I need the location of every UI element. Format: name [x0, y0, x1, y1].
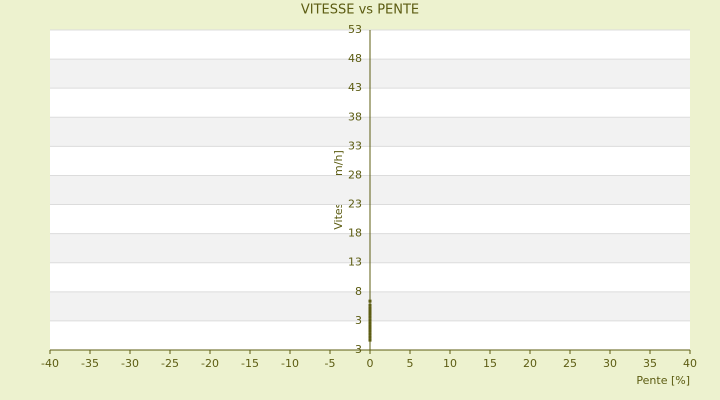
point [368, 303, 372, 307]
point [368, 326, 372, 330]
x-tick-label: -25 [161, 357, 179, 370]
x-tick-label: 35 [643, 357, 657, 370]
point [368, 332, 372, 336]
y-tick-label: 23 [348, 198, 362, 211]
x-tick-label: -20 [201, 357, 219, 370]
point [368, 315, 372, 319]
y-tick-label: 38 [348, 110, 362, 123]
point [368, 318, 372, 322]
y-tick-label: 13 [348, 256, 362, 269]
y-tick-label: 8 [355, 285, 362, 298]
x-tick-label: 15 [483, 357, 497, 370]
y-tick-label: 28 [348, 168, 362, 181]
point [368, 309, 372, 313]
point [368, 299, 372, 303]
x-tick-label: -10 [281, 357, 299, 370]
point [368, 329, 372, 333]
y-tick-label: 33 [348, 139, 362, 152]
point [368, 321, 372, 325]
point [368, 306, 372, 310]
chart-title: VITESSE vs PENTE [301, 3, 419, 18]
x-tick-label: 30 [603, 357, 617, 370]
x-tick-label: -35 [81, 357, 99, 370]
y-tick-label: 18 [348, 227, 362, 240]
point [368, 338, 372, 342]
y-tick-label: 53 [348, 23, 362, 36]
x-tick-label: 0 [367, 357, 374, 370]
y-tick-label: 3 [355, 314, 362, 327]
x-tick-label: -30 [121, 357, 139, 370]
x-tick-label: -40 [41, 357, 59, 370]
x-axis-label: Pente [%] [636, 374, 690, 387]
x-tick-label: -5 [325, 357, 336, 370]
y-tick-label: 43 [348, 81, 362, 94]
point [368, 324, 372, 328]
point [368, 335, 372, 339]
y-tick-label: 48 [348, 52, 362, 65]
x-tick-label: 25 [563, 357, 577, 370]
x-tick-label: 5 [407, 357, 414, 370]
x-tick-label: 40 [683, 357, 697, 370]
x-tick-label: -15 [241, 357, 259, 370]
x-tick-label: 10 [443, 357, 457, 370]
x-tick-label: 20 [523, 357, 537, 370]
point [368, 312, 372, 316]
